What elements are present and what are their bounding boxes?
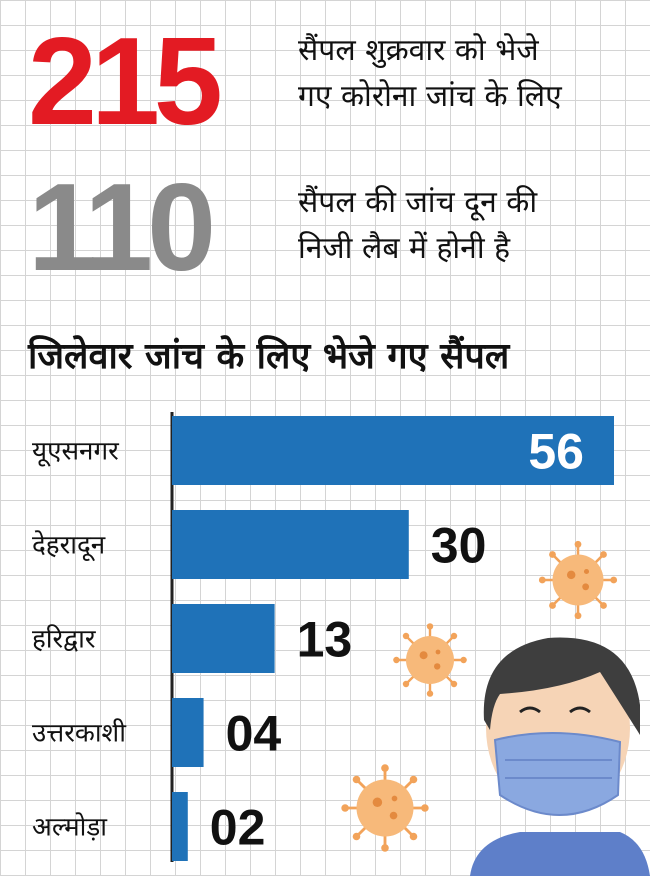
category-label: यूएसनगर xyxy=(32,437,120,468)
bar xyxy=(172,792,188,861)
data-label: 30 xyxy=(431,518,487,574)
bar xyxy=(172,698,204,767)
bar-chart: यूएसनगर 56 देहरादून 30 हरिद्वार 13 उत्तरकाशी 04… xyxy=(32,412,614,862)
stat-total-line2: गए कोरोना जांच के लिए xyxy=(298,79,562,114)
stat-private-lab-number: 110 xyxy=(28,159,216,297)
data-label: 02 xyxy=(210,800,266,856)
category-label: देहरादून xyxy=(32,530,106,562)
category-label: अल्मोड़ा xyxy=(32,812,108,843)
chart-title: जिलेवार जांच के लिए भेजे गए सैंपल xyxy=(28,336,510,377)
data-label: 04 xyxy=(226,706,282,762)
bar xyxy=(172,510,409,579)
category-label: हरिद्वार xyxy=(32,624,97,655)
bar xyxy=(172,604,275,673)
category-label: उत्तरकाशी xyxy=(32,718,127,749)
data-label: 56 xyxy=(528,424,584,480)
stat-private-lab-line1: सैंपल की जांच दून की xyxy=(298,185,538,220)
stat-total-line1: सैंपल शुक्रवार को भेजे xyxy=(298,33,539,68)
stat-private-lab-line2: निजी लैब में होनी है xyxy=(298,231,511,266)
stat-total-number: 215 xyxy=(28,13,223,151)
data-label: 13 xyxy=(297,612,353,668)
stat-private-lab-description: सैंपल की जांच दून की निजी लैब में होनी ह… xyxy=(298,180,638,272)
stat-total-description: सैंपल शुक्रवार को भेजे गए कोरोना जांच के… xyxy=(298,28,638,120)
bar xyxy=(172,416,614,485)
